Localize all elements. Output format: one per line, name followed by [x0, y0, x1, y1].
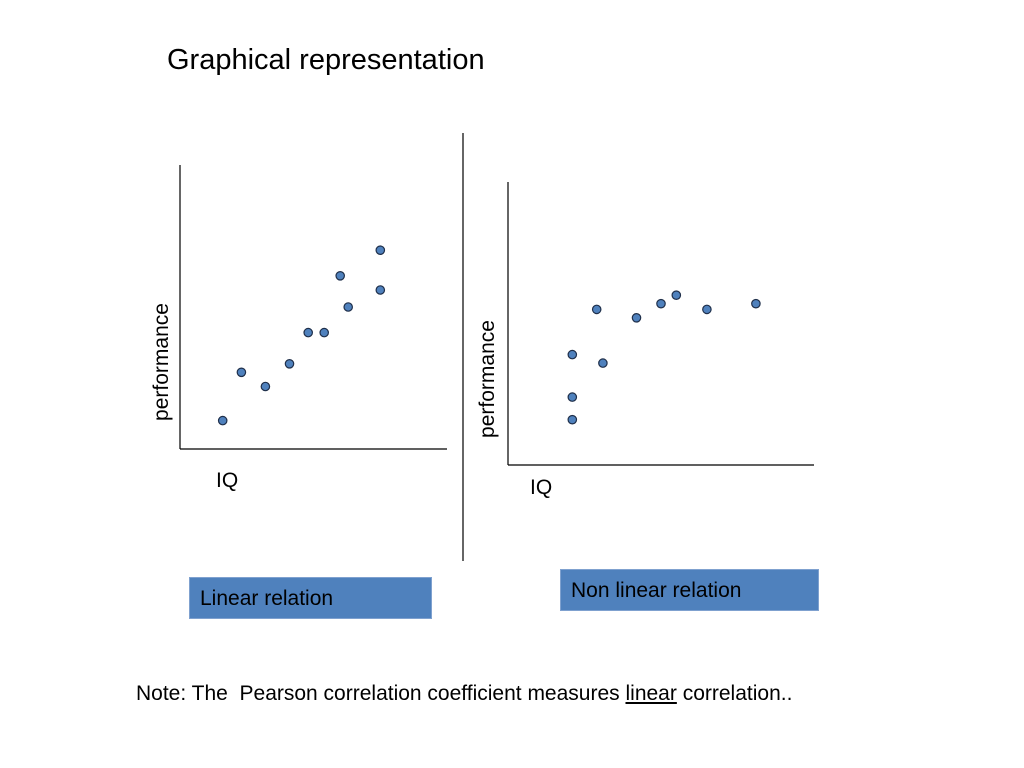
data-point — [702, 304, 712, 315]
x-axis-label-nonlinear: IQ — [530, 476, 552, 499]
data-point — [567, 349, 578, 360]
points-linear — [217, 245, 386, 426]
caption-box-nonlinear: Non linear relation — [560, 569, 819, 611]
chart-nonlinear: IQ performance — [476, 182, 814, 499]
note-prefix: Note: The Pearson correlation coefficien… — [136, 682, 626, 705]
y-axis-label-linear: performance — [150, 303, 173, 421]
note-suffix: correlation.. — [676, 682, 793, 705]
data-point — [319, 327, 329, 338]
points-nonlinear — [567, 290, 761, 425]
data-point — [598, 358, 608, 368]
data-point — [375, 285, 386, 295]
caption-linear: Linear relation — [200, 587, 334, 610]
data-point — [335, 270, 345, 281]
data-point — [303, 327, 313, 338]
data-point — [375, 245, 386, 255]
slide-title: Graphical representation — [167, 44, 485, 76]
chart-linear: IQ performance — [150, 165, 447, 492]
data-point — [284, 358, 295, 369]
data-point — [751, 298, 761, 309]
data-point — [260, 381, 271, 392]
data-point — [567, 414, 578, 425]
data-point — [343, 302, 353, 312]
data-point — [591, 304, 602, 315]
data-point — [671, 290, 682, 300]
caption-box-linear: Linear relation — [189, 577, 432, 619]
caption-nonlinear: Non linear relation — [571, 579, 742, 602]
footnote: Note: The Pearson correlation coefficien… — [136, 682, 792, 706]
data-point — [567, 392, 578, 402]
data-point — [656, 298, 666, 309]
data-point — [631, 312, 642, 323]
data-point — [236, 367, 247, 378]
y-axis-label-nonlinear: performance — [476, 320, 499, 438]
x-axis-label-linear: IQ — [216, 469, 238, 492]
data-point — [217, 415, 228, 426]
note-emphasis: linear — [625, 682, 677, 705]
